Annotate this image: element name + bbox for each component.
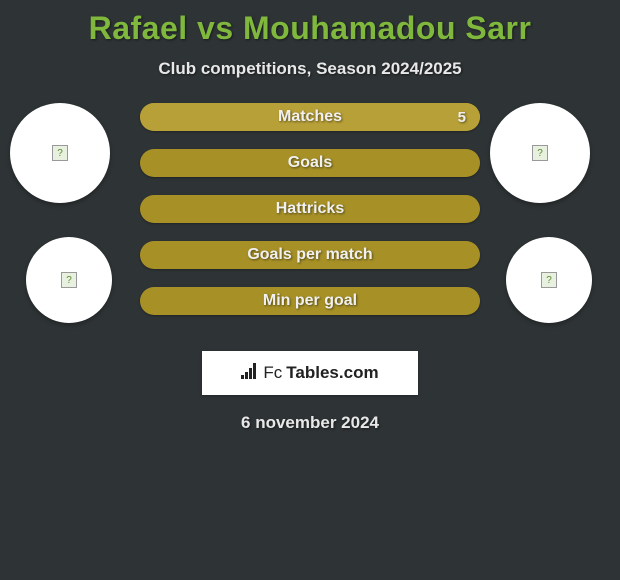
player-photo-right-2: ? <box>506 237 592 323</box>
stat-bar: Goals <box>140 149 480 177</box>
stat-label: Goals per match <box>247 246 372 264</box>
stat-label: Min per goal <box>263 292 357 310</box>
logo-prefix: Fc <box>263 363 282 383</box>
date-label: 6 november 2024 <box>0 413 620 433</box>
player-photo-left-2: ? <box>26 237 112 323</box>
fctables-logo: FcTables.com <box>202 351 418 395</box>
stat-value-right: 5 <box>458 109 466 126</box>
stat-bar: Matches 5 <box>140 103 480 131</box>
stat-label: Hattricks <box>276 200 344 218</box>
player-photo-right-1: ? <box>490 103 590 203</box>
image-placeholder-icon: ? <box>541 272 557 288</box>
comparison-area: ? ? ? ? Matches 5 Goals Hattricks Goals per … <box>0 103 620 333</box>
stat-label: Goals <box>288 154 332 172</box>
logo-suffix: Tables.com <box>286 363 378 383</box>
player-photo-left-1: ? <box>10 103 110 203</box>
page-title: Rafael vs Mouhamadou Sarr <box>0 0 620 47</box>
signal-icon <box>241 363 259 384</box>
image-placeholder-icon: ? <box>532 145 548 161</box>
image-placeholder-icon: ? <box>61 272 77 288</box>
subtitle: Club competitions, Season 2024/2025 <box>0 59 620 79</box>
image-placeholder-icon: ? <box>52 145 68 161</box>
logo-text: FcTables.com <box>241 363 378 384</box>
stat-label: Matches <box>278 108 342 126</box>
stat-bar: Goals per match <box>140 241 480 269</box>
stat-bar: Hattricks <box>140 195 480 223</box>
stats-bars: Matches 5 Goals Hattricks Goals per match Min… <box>140 103 480 333</box>
stat-bar: Min per goal <box>140 287 480 315</box>
